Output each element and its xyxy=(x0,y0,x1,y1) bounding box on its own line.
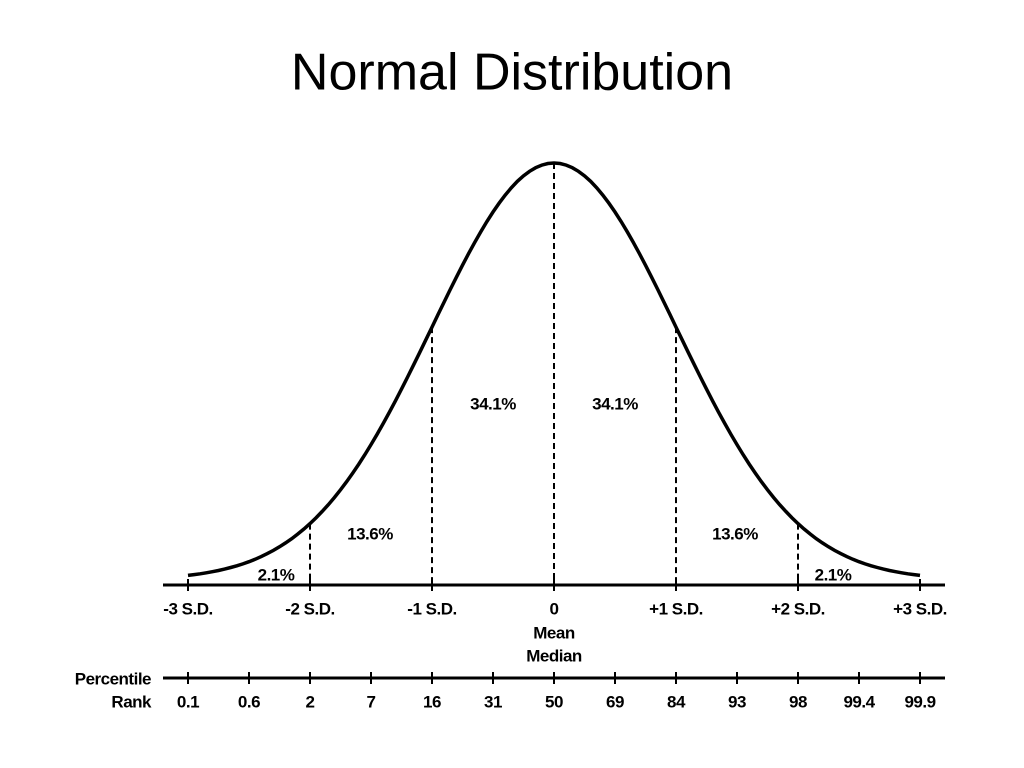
region-percent: 34.1% xyxy=(470,394,516,413)
sd-label: -2 S.D. xyxy=(285,599,334,618)
percentile-rank: 0.6 xyxy=(238,692,260,711)
percentile-rank: 50 xyxy=(545,692,563,711)
percentile-rank: 93 xyxy=(728,692,746,711)
percentile-rank: 98 xyxy=(789,692,807,711)
percentile-caption: Rank xyxy=(111,692,152,711)
center-label: Mean xyxy=(533,623,575,642)
percentile-rank: 84 xyxy=(667,692,686,711)
sd-label: -3 S.D. xyxy=(163,599,212,618)
percentile-rank: 99.4 xyxy=(843,692,875,711)
sd-label: +1 S.D. xyxy=(649,599,703,618)
region-percent: 13.6% xyxy=(347,524,393,543)
region-percent: 34.1% xyxy=(592,394,638,413)
percentile-rank: 7 xyxy=(367,692,376,711)
percentile-rank: 2 xyxy=(306,692,315,711)
center-label: Median xyxy=(526,646,582,665)
percentile-rank: 31 xyxy=(484,692,502,711)
percentile-caption: Percentile xyxy=(75,669,151,688)
percentile-rank: 0.1 xyxy=(177,692,199,711)
region-percent: 2.1% xyxy=(815,565,852,584)
percentile-rank: 99.9 xyxy=(904,692,935,711)
region-percent: 13.6% xyxy=(712,524,758,543)
percentile-rank: 69 xyxy=(606,692,624,711)
sd-label: 0 xyxy=(550,599,559,618)
sd-label: -1 S.D. xyxy=(407,599,456,618)
sd-label: +3 S.D. xyxy=(893,599,947,618)
slide-title: Normal Distribution xyxy=(291,44,733,102)
region-percent: 2.1% xyxy=(258,565,295,584)
sd-label: +2 S.D. xyxy=(771,599,825,618)
percentile-rank: 16 xyxy=(423,692,441,711)
